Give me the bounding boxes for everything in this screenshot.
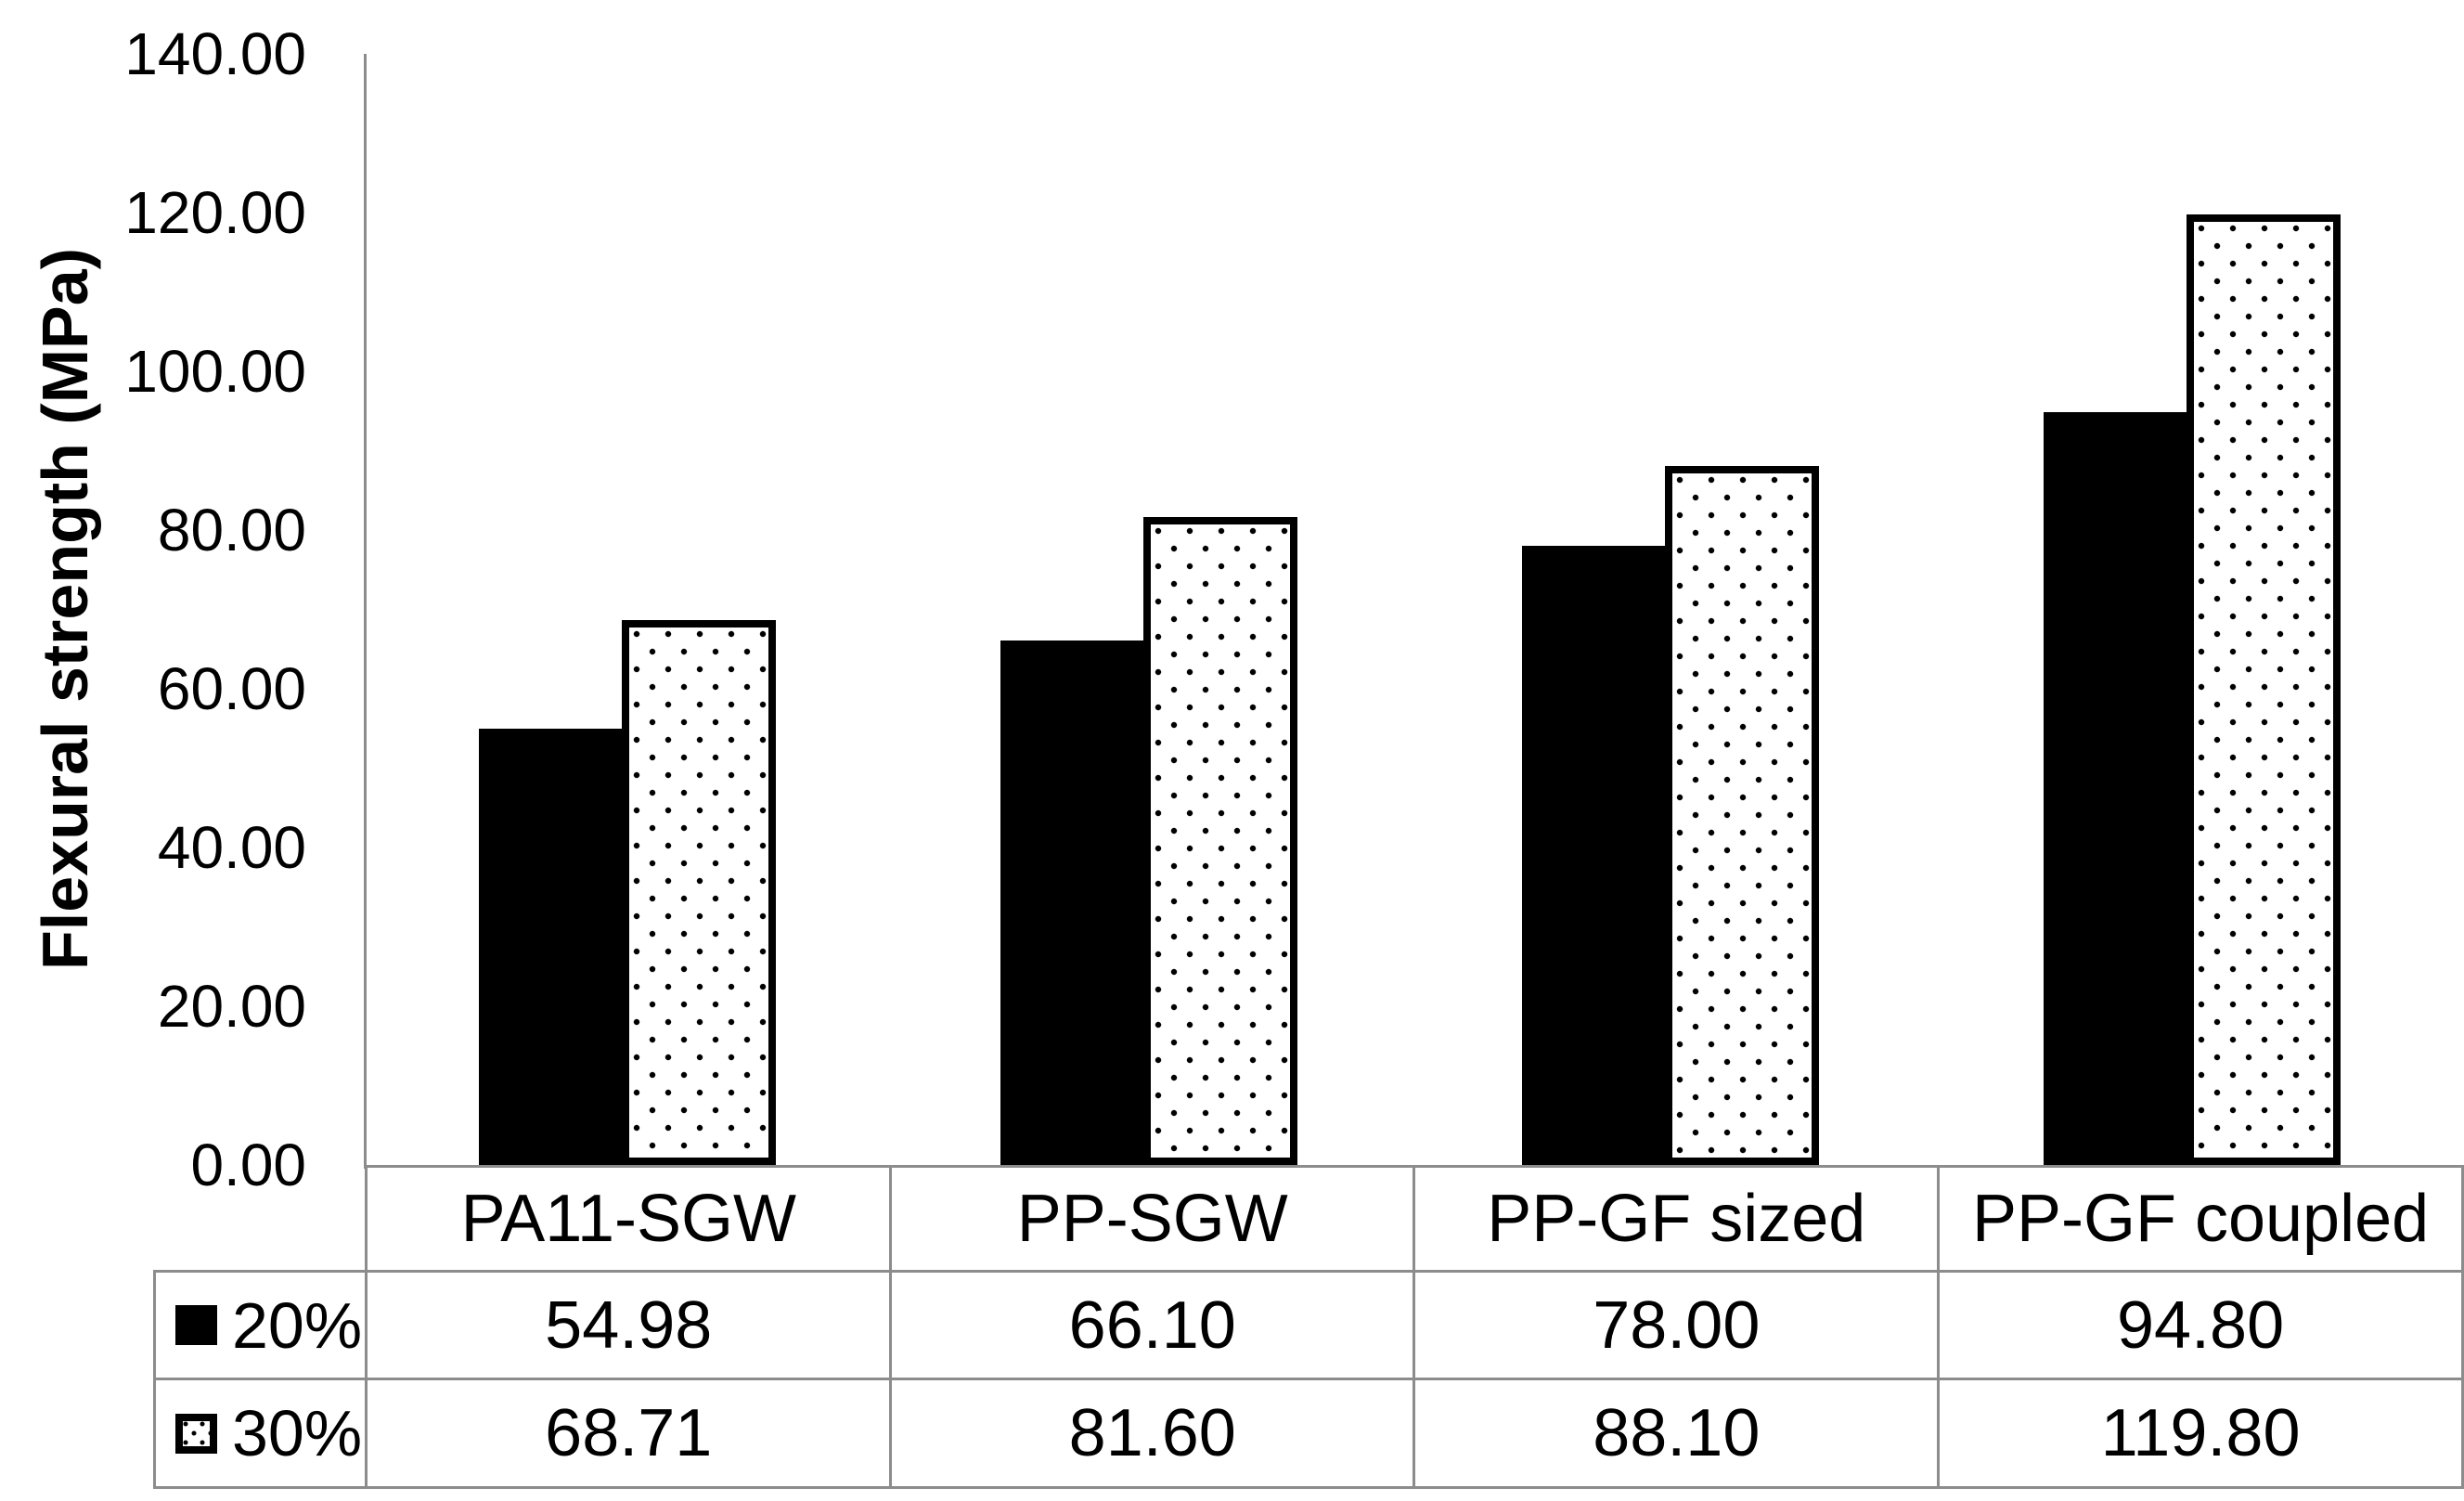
legend-swatch-30-icon [175, 1413, 217, 1454]
table-row-20: 20% 54.98 66.10 78.00 94.80 [152, 1270, 2464, 1380]
y-tick-label-80: 80.00 [157, 497, 306, 563]
table-row-categories: PA11-SGW PP-SGW PP-GF sized PP-GF coupled [155, 1165, 2464, 1273]
legend-swatch-20-icon [175, 1305, 217, 1345]
table-corner-cell [155, 1167, 367, 1272]
value-cell-20-pp-gf-sized: 78.00 [1413, 1270, 1941, 1380]
bar-20-pp-gf-coupled [2044, 412, 2189, 1165]
y-tick-label-120: 120.00 [124, 179, 306, 246]
legend-entry-20: 20% [156, 1288, 365, 1363]
legend-cell-30: 30% [152, 1378, 368, 1489]
value-cell-20-pp-sgw: 66.10 [889, 1270, 1416, 1380]
category-label-pp-gf-sized: PP-GF sized [1413, 1165, 1941, 1273]
table-row-30: 30% 68.71 81.60 88.10 119.80 [152, 1378, 2464, 1489]
bar-30-pp-gf-sized [1665, 466, 1819, 1165]
legend-entry-30: 30% [156, 1396, 365, 1470]
value-cell-30-pa11-sgw: 68.71 [365, 1378, 893, 1489]
legend-label-30: 30% [232, 1397, 363, 1469]
y-tick-label-140: 140.00 [124, 20, 306, 87]
legend-label-20: 20% [232, 1288, 363, 1362]
data-table: PA11-SGW PP-SGW PP-GF sized PP-GF coupled 20… [152, 1165, 2464, 1489]
legend-cell-20: 20% [152, 1270, 368, 1380]
bar-30-pp-gf-coupled [2187, 214, 2341, 1165]
value-cell-20-pp-gf-coupled: 94.80 [1937, 1270, 2464, 1380]
y-tick-label-100: 100.00 [124, 338, 306, 405]
category-label-pp-gf-coupled: PP-GF coupled [1937, 1165, 2464, 1273]
value-cell-30-pp-sgw: 81.60 [889, 1378, 1416, 1489]
category-label-pa11-sgw: PA11-SGW [365, 1165, 893, 1273]
plot-area [364, 54, 2453, 1169]
bar-20-pp-sgw [1000, 641, 1146, 1165]
y-tick-label-20: 20.00 [157, 973, 306, 1040]
value-cell-30-pp-gf-sized: 88.10 [1413, 1378, 1941, 1489]
bar-30-pp-sgw [1143, 517, 1297, 1165]
bar-20-pa11-sgw [479, 729, 625, 1165]
bar-30-pa11-sgw [622, 620, 776, 1165]
bar-20-pp-gf-sized [1522, 546, 1668, 1165]
value-cell-20-pa11-sgw: 54.98 [365, 1270, 893, 1380]
y-tick-label-60: 60.00 [157, 655, 306, 722]
y-tick-label-0: 0.00 [190, 1132, 306, 1198]
value-cell-30-pp-gf-coupled: 119.80 [1937, 1378, 2464, 1489]
y-tick-label-40: 40.00 [157, 814, 306, 881]
category-label-pp-sgw: PP-SGW [889, 1165, 1416, 1273]
